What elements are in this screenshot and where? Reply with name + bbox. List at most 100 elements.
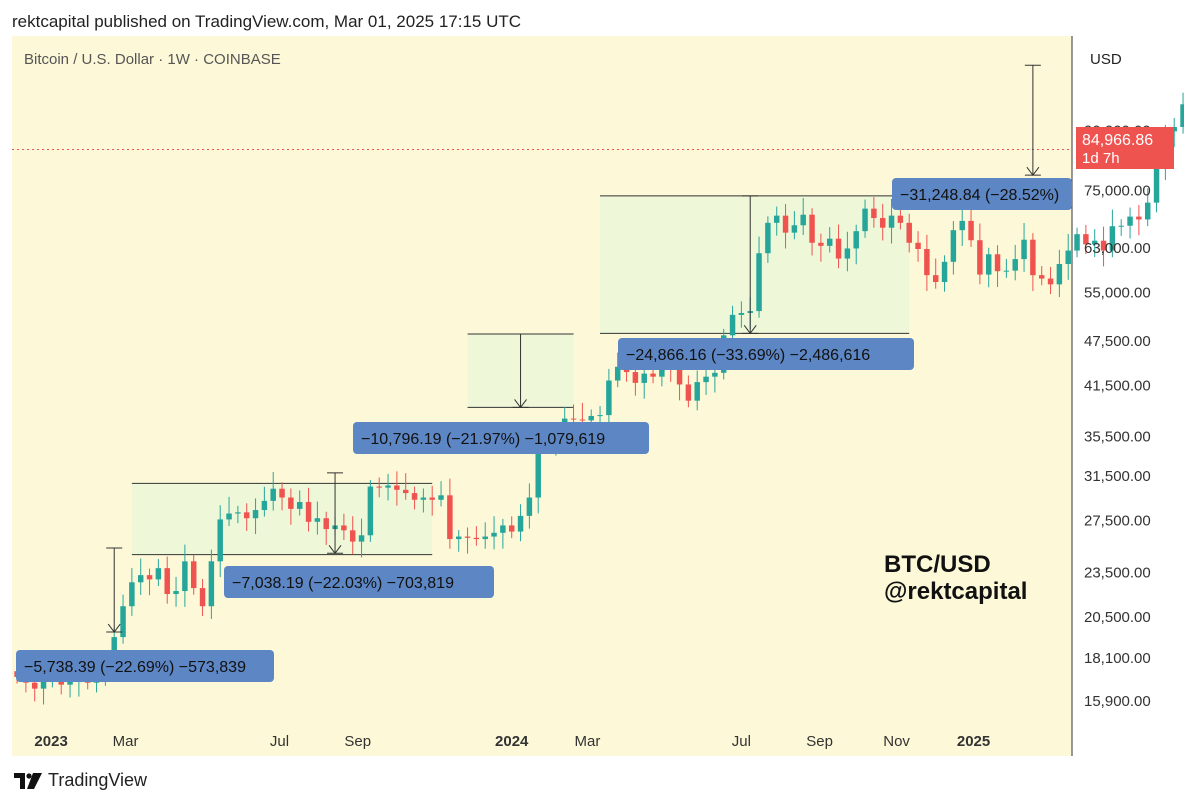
candle-body (756, 253, 762, 312)
candle-body (491, 532, 497, 537)
candle-body (296, 502, 303, 509)
candle-body (1038, 275, 1045, 279)
candle-body (288, 497, 294, 509)
candle-body (517, 515, 524, 532)
candle-body (888, 215, 895, 228)
candle-body (1100, 240, 1107, 251)
candle-body (314, 518, 321, 522)
candle-body (597, 415, 603, 417)
candle-body (376, 486, 382, 488)
candle-body (729, 314, 736, 336)
y-tick-label: 27,500.00 (1084, 513, 1151, 530)
chart-container[interactable]: 15,900.00 18,100.00 20,500.00 23,500.00 27,5… (12, 36, 1200, 756)
candle-body (844, 248, 851, 259)
candle-body (1171, 126, 1177, 132)
candle-body (261, 500, 268, 511)
candle-body (155, 568, 162, 580)
candle-body (659, 364, 665, 377)
candle-body (394, 485, 400, 490)
y-tick-label: 47,500.00 (1084, 333, 1151, 350)
y-tick-label: 31,500.00 (1084, 468, 1151, 485)
publication-header: rektcapital published on TradingView.com… (12, 12, 522, 31)
candle-body (226, 513, 232, 520)
candle-body (1056, 264, 1063, 285)
x-tick-label: Mar (575, 733, 601, 750)
candle-body (482, 536, 488, 540)
candle-body (173, 591, 179, 595)
currency-label[interactable]: USD (1090, 51, 1122, 68)
btc-weekly-chart[interactable]: 15,900.00 18,100.00 20,500.00 23,500.00 27,5… (12, 36, 1200, 756)
drawdown-label-text: −5,738.39 (−22.69%) −573,839 (24, 659, 246, 676)
candle-body (67, 680, 73, 685)
candle-body (650, 373, 656, 377)
candle-body (685, 384, 692, 401)
candle-body (1012, 259, 1018, 271)
candle-body (1127, 216, 1133, 226)
candle-body (500, 525, 506, 533)
candle-body (508, 525, 515, 532)
candle-body (367, 486, 374, 536)
y-tick-label: 63,000.00 (1084, 240, 1151, 257)
candle-body (632, 372, 639, 383)
candle-body (129, 582, 135, 607)
candle-body (800, 214, 806, 226)
drawdown-label-text: −31,248.84 (−28.52%) (900, 187, 1059, 204)
candle-body (941, 261, 948, 283)
tradingview-logo-icon (14, 772, 42, 789)
candle-body (146, 575, 153, 580)
y-tick-label: 23,500.00 (1084, 564, 1151, 581)
candle-body (1109, 226, 1116, 251)
candle-body (1083, 234, 1089, 245)
candle-body (765, 222, 771, 254)
candle-body (1074, 234, 1080, 251)
candle-body (712, 372, 718, 377)
candle-body (1118, 225, 1124, 227)
candle-body (1153, 167, 1160, 203)
candle-body (137, 575, 144, 583)
candle-body (217, 519, 223, 562)
candle-body (120, 606, 126, 638)
candle-body (932, 275, 939, 283)
candle-body (835, 238, 842, 259)
candle-body (40, 680, 47, 689)
candle-body (782, 215, 789, 233)
candle-body (871, 208, 877, 219)
candle-body (464, 536, 471, 538)
y-tick-label: 75,000.00 (1084, 183, 1151, 200)
drawdown-label-bg (892, 178, 1072, 210)
candle-body (447, 495, 453, 540)
y-tick-label: 35,500.00 (1084, 429, 1151, 446)
candle-body (279, 488, 285, 498)
candle-body (31, 682, 38, 689)
last-price-tag-bg (1076, 127, 1174, 169)
candle-body (1065, 250, 1071, 264)
x-tick-label: Sep (806, 733, 833, 750)
tradingview-brand[interactable]: TradingView (14, 770, 147, 791)
candle-body (208, 561, 215, 607)
last-price-value: 84,966.86 (1082, 132, 1153, 149)
candle-body (270, 488, 276, 501)
candle-body (1047, 278, 1054, 285)
candle-body (420, 497, 427, 500)
x-tick-label: Sep (344, 733, 371, 750)
candle-body (323, 518, 329, 530)
drawdown-label-text: −24,866.16 (−33.69%) −2,486,616 (626, 347, 870, 364)
candle-body (349, 530, 356, 542)
x-tick-label: 2023 (34, 733, 67, 750)
candle-body (738, 312, 745, 315)
candle-body (111, 637, 117, 662)
drawdown-label-bg (618, 338, 914, 370)
drawdown-label-text: −10,796.19 (−21.97%) −1,079,619 (361, 431, 605, 448)
y-tick-label: 15,900.00 (1084, 693, 1151, 710)
candle-body (703, 376, 709, 383)
drawdown-measures (106, 64, 1041, 633)
watermark-pair: BTC/USD (884, 551, 991, 578)
currency-selector[interactable] (1080, 44, 1176, 72)
candle-body (862, 208, 868, 232)
drawdown-label-bg (224, 566, 494, 598)
candle-body (1021, 239, 1027, 260)
time-axis: 2023 Mar Jul Sep 2024 Mar Jul Sep Nov 2025 (34, 733, 990, 750)
candles (14, 90, 1200, 705)
time-axis-background (12, 720, 1072, 756)
chart-title: Bitcoin / U.S. Dollar · 1W · COINBASE (24, 51, 281, 68)
